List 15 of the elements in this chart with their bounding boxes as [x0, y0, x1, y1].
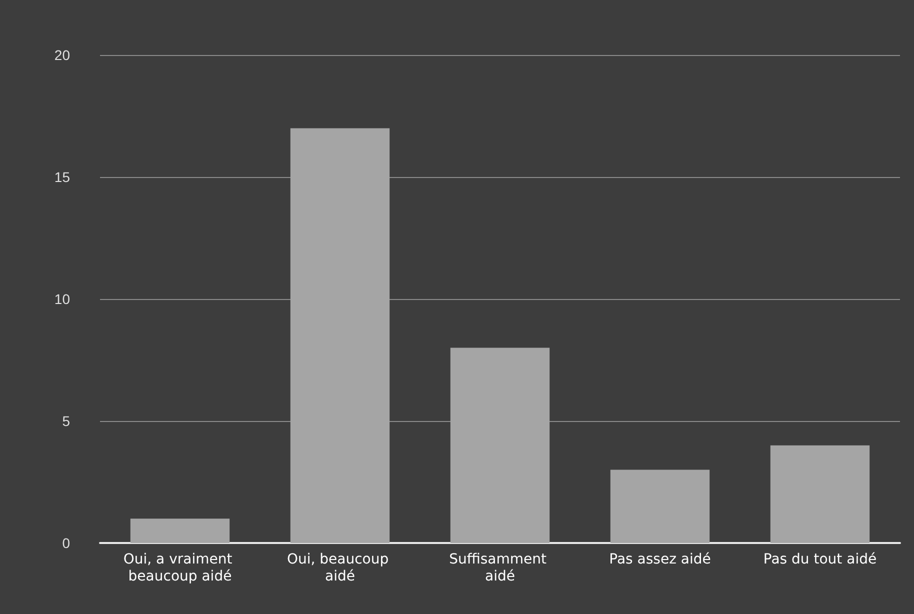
bar — [450, 348, 550, 543]
bar — [610, 470, 710, 543]
y-tick-label: 0 — [62, 535, 70, 551]
bar — [290, 128, 390, 543]
y-tick-label: 20 — [54, 47, 70, 63]
x-tick-label: Pas du tout aidé — [763, 552, 877, 568]
y-tick-label: 15 — [54, 169, 70, 185]
x-tick-label: Oui, beaucoup aidé — [286, 552, 394, 584]
x-tick-label: Pas assez aidé — [609, 552, 711, 568]
x-tick-label: Oui, a vraiment beaucoup aidé — [123, 552, 237, 584]
x-tick-label: Suffisamment aidé — [449, 552, 551, 584]
y-tick-label: 5 — [62, 413, 70, 429]
bar — [770, 445, 870, 543]
y-tick-label: 10 — [54, 291, 70, 307]
bar — [130, 518, 230, 543]
